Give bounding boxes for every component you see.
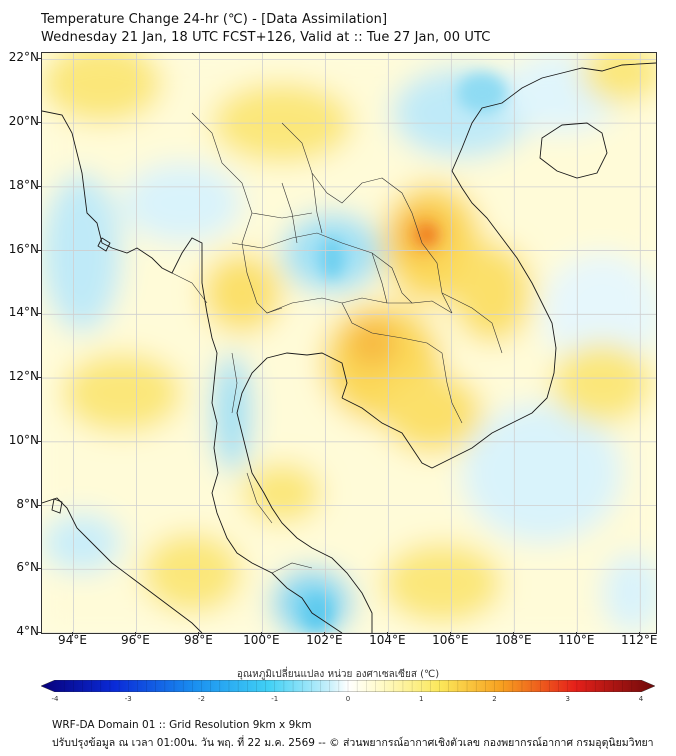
longitude-label: 112°E xyxy=(621,633,658,647)
longitude-label: 110°E xyxy=(558,633,595,647)
latitude-label: 20°N xyxy=(8,114,39,129)
latitude-label: 16°N xyxy=(8,241,39,256)
latitude-label: 18°N xyxy=(8,177,39,192)
longitude-tick xyxy=(324,632,326,636)
colorbar-tick-label: 3 xyxy=(565,695,570,703)
map-canvas xyxy=(42,53,656,633)
latitude-tick xyxy=(37,568,41,570)
colorbar-tick-label: -1 xyxy=(271,695,279,703)
latitude-tick xyxy=(37,440,41,442)
latitude-tick xyxy=(37,249,41,251)
latitude-tick xyxy=(37,504,41,506)
colorbar-tick-label: 4 xyxy=(638,695,644,703)
latitude-label: 22°N xyxy=(8,50,39,65)
longitude-tick xyxy=(387,632,389,636)
longitude-tick xyxy=(198,632,200,636)
longitude-tick xyxy=(576,632,578,636)
colorbar-tick-label: 1 xyxy=(419,695,424,703)
latitude-label: 12°N xyxy=(8,369,39,384)
colorbar-tick-label: -4 xyxy=(51,695,59,703)
colorbar-title: อุณหภูมิเปลี่ยนแปลง หน่วย องศาเซลเซียส (… xyxy=(236,669,440,680)
map-title: Temperature Change 24-hr (℃) - [Data Ass… xyxy=(41,12,388,27)
longitude-tick xyxy=(261,632,263,636)
longitude-tick xyxy=(135,632,137,636)
longitude-tick xyxy=(450,632,452,636)
latitude-label: 6°N xyxy=(16,560,39,575)
longitude-tick xyxy=(72,632,74,636)
colorbar-tick-label: 2 xyxy=(492,695,497,703)
latitude-tick xyxy=(37,122,41,124)
longitude-label: 104°E xyxy=(369,633,406,647)
map-subtitle: Wednesday 21 Jan, 18 UTC FCST+126, Valid… xyxy=(41,30,491,45)
latitude-label: 10°N xyxy=(8,432,39,447)
latitude-label: 8°N xyxy=(16,496,39,511)
longitude-label: 100°E xyxy=(243,633,280,647)
latitude-tick xyxy=(37,313,41,315)
latitude-label: 14°N xyxy=(8,305,39,320)
longitude-tick xyxy=(639,632,641,636)
colorbar-tick-label: -3 xyxy=(124,695,132,703)
longitude-label: 102°E xyxy=(306,633,343,647)
latitude-label: 4°N xyxy=(16,624,39,638)
longitude-label: 106°E xyxy=(432,633,469,647)
coastlines xyxy=(42,62,656,633)
longitude-label: 98°E xyxy=(183,633,213,647)
colorbar-tick-label: 0 xyxy=(345,695,351,703)
longitude-label: 94°E xyxy=(58,633,87,647)
longitude-tick xyxy=(513,632,515,636)
footer-model-info: WRF-DA Domain 01 :: Grid Resolution 9km … xyxy=(52,719,312,731)
latitude-tick xyxy=(37,632,41,633)
graticule xyxy=(42,53,656,633)
provincial-borders xyxy=(161,112,503,574)
footer-update-info: ปรับปรุงข้อมูล ณ เวลา 01:00น. วัน พฤ. ที… xyxy=(52,737,654,749)
colorbar xyxy=(41,680,655,692)
latitude-tick xyxy=(37,185,41,187)
temperature-change-map[interactable] xyxy=(41,52,657,634)
temperature-field xyxy=(42,53,656,633)
longitude-label: 96°E xyxy=(121,633,150,647)
latitude-tick xyxy=(37,377,41,379)
latitude-tick xyxy=(37,58,41,60)
colorbar-tick-label: -2 xyxy=(198,695,205,703)
longitude-label: 108°E xyxy=(495,633,532,647)
